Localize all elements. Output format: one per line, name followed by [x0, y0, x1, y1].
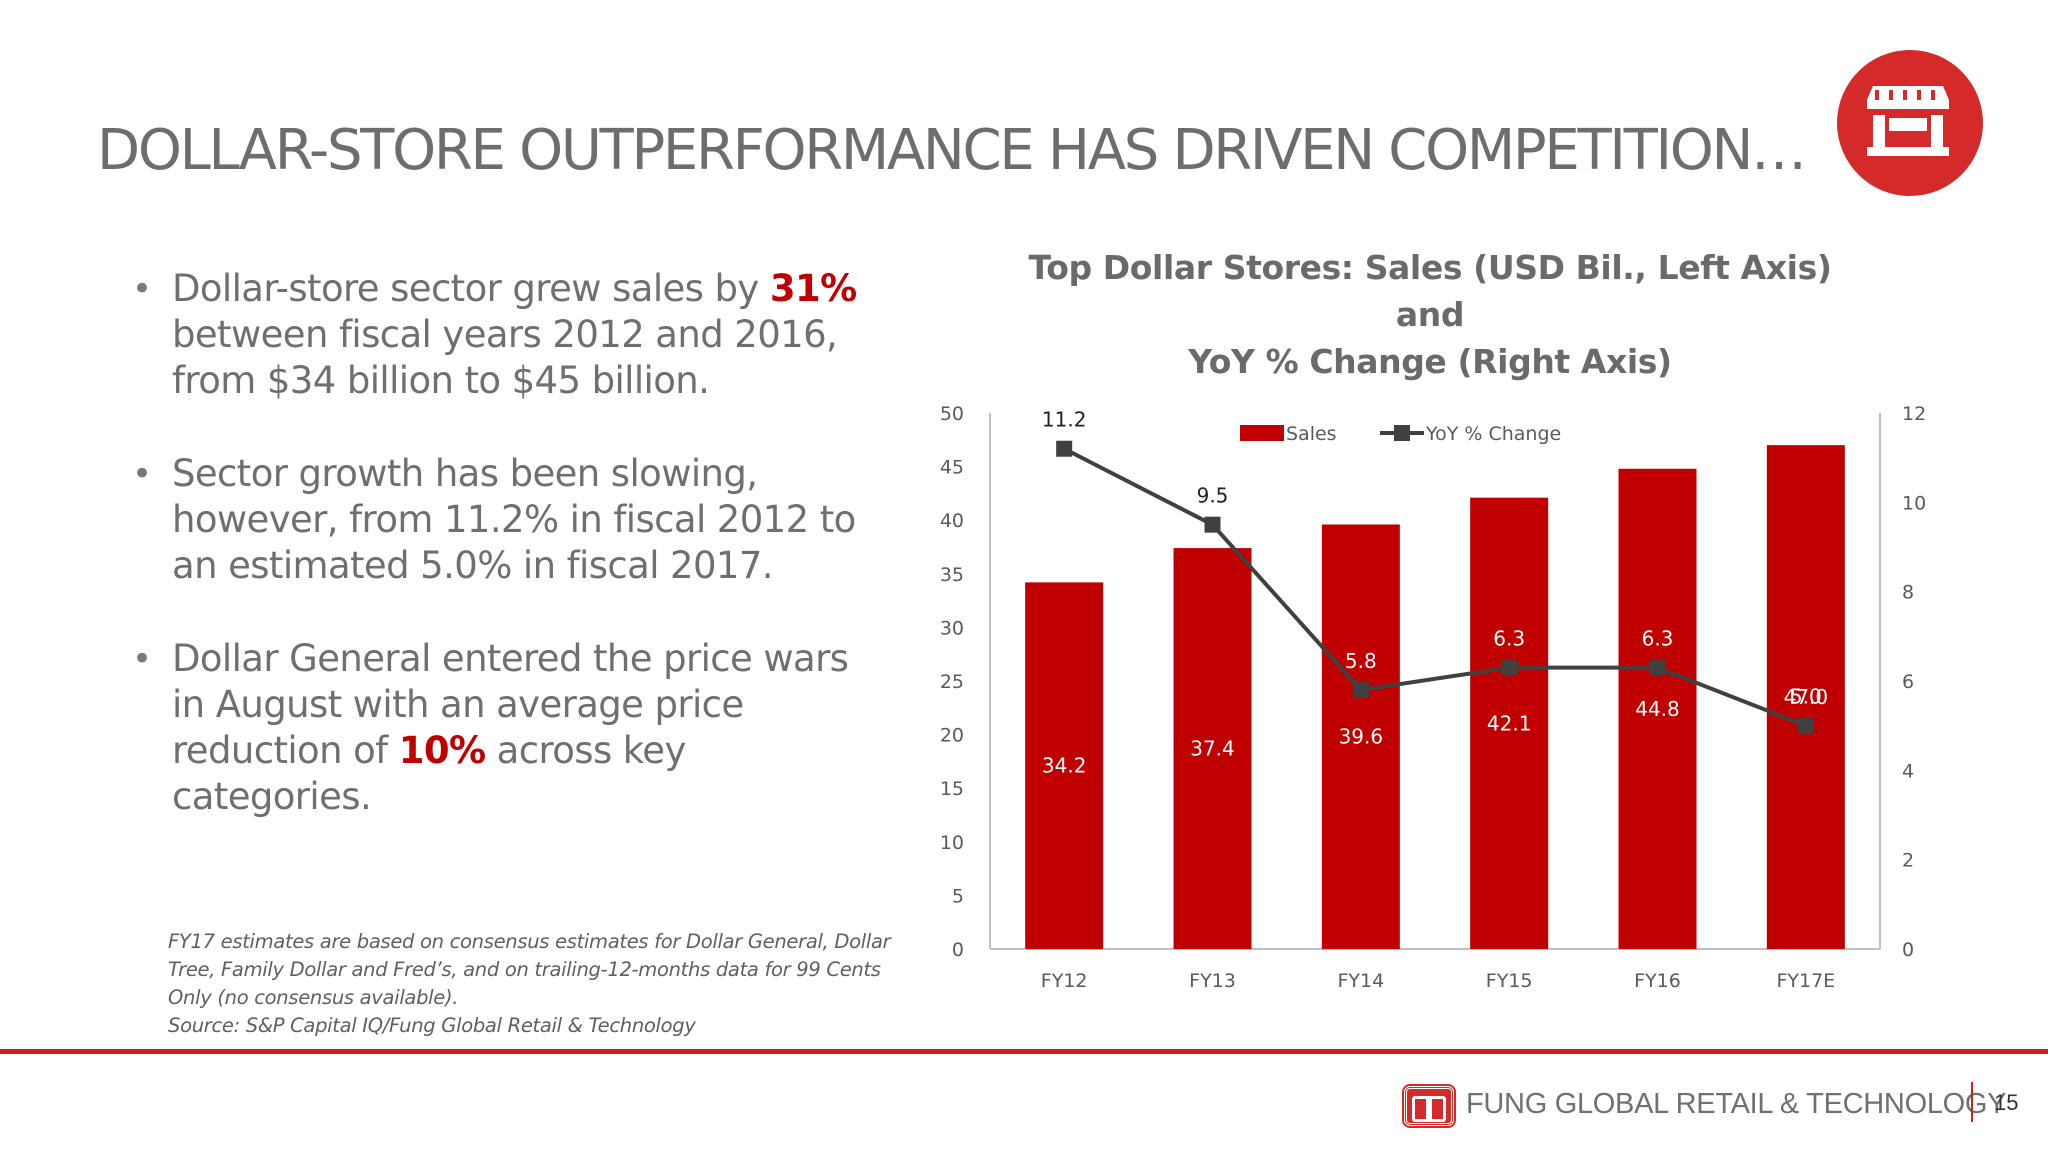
footer-divider [1971, 1082, 1973, 1122]
bullet-highlight: 10% [398, 729, 486, 772]
yoy-data-label: 5.0 [1790, 685, 1822, 709]
right-axis-tick-label: 0 [1902, 939, 1914, 961]
right-axis-tick-label: 4 [1902, 760, 1914, 782]
yoy-data-label: 6.3 [1642, 627, 1674, 651]
sales-bar [1025, 582, 1104, 949]
page-number: 15 [1994, 1090, 2019, 1115]
yoy-line [1063, 446, 1807, 728]
left-axis-tick-label: 20 [940, 725, 964, 747]
footer-rule [0, 1049, 2048, 1054]
yoy-marker [1056, 440, 1073, 457]
footnote-line: FY17 estimates are based on consensus es… [168, 930, 891, 953]
sales-bar [1766, 445, 1845, 949]
footnote-line: Tree, Family Dollar and Fred’s, and on t… [168, 958, 881, 981]
x-axis-tick-label: FY16 [1634, 970, 1681, 992]
sales-bar [1173, 548, 1252, 949]
footnote-line: Source: S&P Capital IQ/Fung Global Retai… [168, 1014, 696, 1037]
brand-name: FUNG GLOBAL RETAIL & TECHNOLOGY [1466, 1088, 2007, 1120]
legend-sales-label: Sales [1286, 423, 1337, 445]
chart-title: Top Dollar Stores: Sales (USD Bil., Left… [1000, 244, 1860, 385]
brand-logo: FUNG GLOBAL RETAIL & TECHNOLOGY [1402, 1082, 2007, 1132]
right-axis-tick-label: 6 [1902, 671, 1914, 693]
bullet-dot: • [132, 454, 152, 494]
bullet-highlight: 31% [769, 267, 857, 310]
sales-bar [1618, 468, 1697, 949]
x-axis-tick-label: FY15 [1486, 970, 1533, 992]
bullet-text: Dollar-store sector grew sales by [172, 267, 770, 310]
left-axis-tick-label: 35 [940, 564, 964, 586]
bullet-text: across key categories. [172, 729, 686, 818]
brand-mark-icon [1402, 1084, 1456, 1128]
x-axis-tick-label: FY12 [1041, 970, 1088, 992]
yoy-data-label: 9.5 [1197, 484, 1229, 508]
bullet-dot: • [132, 269, 152, 309]
sales-data-label: 47.0 [1784, 685, 1829, 709]
left-axis-tick-label: 45 [940, 457, 964, 479]
sales-bar [1321, 524, 1400, 949]
x-axis-tick-label: FY13 [1189, 970, 1236, 992]
bullet-dot: • [132, 639, 152, 679]
left-axis-tick-label: 10 [940, 832, 964, 854]
right-axis-tick-label: 2 [1902, 850, 1914, 872]
sales-data-label: 42.1 [1487, 711, 1532, 735]
left-axis-tick-label: 25 [940, 671, 964, 693]
sales-data-label: 39.6 [1339, 725, 1384, 749]
bullet-text: Sector growth has been slowing, however,… [172, 452, 856, 587]
left-axis-tick-label: 5 [952, 885, 964, 907]
right-axis-tick-label: 10 [1902, 492, 1926, 514]
yoy-data-label: 5.8 [1345, 649, 1377, 673]
left-axis-tick-label: 40 [940, 510, 964, 532]
right-axis-tick-label: 8 [1902, 582, 1914, 604]
sales-data-label: 37.4 [1190, 737, 1235, 761]
chart-title-line: YoY % Change (Right Axis) [1188, 342, 1672, 381]
store-badge [1837, 50, 1983, 196]
yoy-marker [1797, 717, 1814, 734]
left-axis-tick-label: 0 [952, 939, 964, 961]
sales-bar [1470, 497, 1549, 949]
x-axis-tick-label: FY17E [1776, 970, 1835, 992]
yoy-data-label: 11.2 [1042, 408, 1087, 432]
left-axis-tick-label: 15 [940, 778, 964, 800]
yoy-marker [1352, 681, 1369, 698]
bullet-list: • Dollar-store sector grew sales by 31% b… [128, 266, 888, 867]
yoy-marker [1649, 659, 1666, 676]
yoy-marker [1204, 516, 1221, 533]
yoy-marker [1501, 659, 1518, 676]
left-axis-tick-label: 30 [940, 617, 964, 639]
sales-data-label: 44.8 [1635, 697, 1680, 721]
legend-yoy-label: YoY % Change [1425, 423, 1561, 445]
yoy-data-label: 6.3 [1493, 627, 1525, 651]
right-axis-tick-label: 12 [1902, 403, 1926, 425]
footnote-line: Only (no consensus available). [168, 986, 459, 1009]
store-icon [1867, 86, 1949, 156]
bullet-text: between fiscal years 2012 and 2016, from… [172, 313, 838, 402]
left-axis-tick-label: 50 [940, 403, 964, 425]
bullet-item: • Sector growth has been slowing, however… [128, 451, 888, 589]
legend-yoy-marker [1394, 425, 1410, 441]
bullet-text: Dollar General entered the price wars in… [172, 637, 849, 772]
legend-sales-swatch [1240, 425, 1284, 441]
sales-data-label: 34.2 [1042, 754, 1087, 778]
chart-title-line: Top Dollar Stores: Sales (USD Bil., Left… [1028, 248, 1832, 334]
footnote: FY17 estimates are based on consensus es… [168, 928, 908, 1040]
x-axis-tick-label: FY14 [1337, 970, 1384, 992]
bullet-item: • Dollar-store sector grew sales by 31% b… [128, 266, 888, 404]
bullet-item: • Dollar General entered the price wars i… [128, 636, 888, 820]
slide-title: DOLLAR-STORE OUTPERFORMANCE HAS DRIVEN C… [97, 118, 1807, 183]
